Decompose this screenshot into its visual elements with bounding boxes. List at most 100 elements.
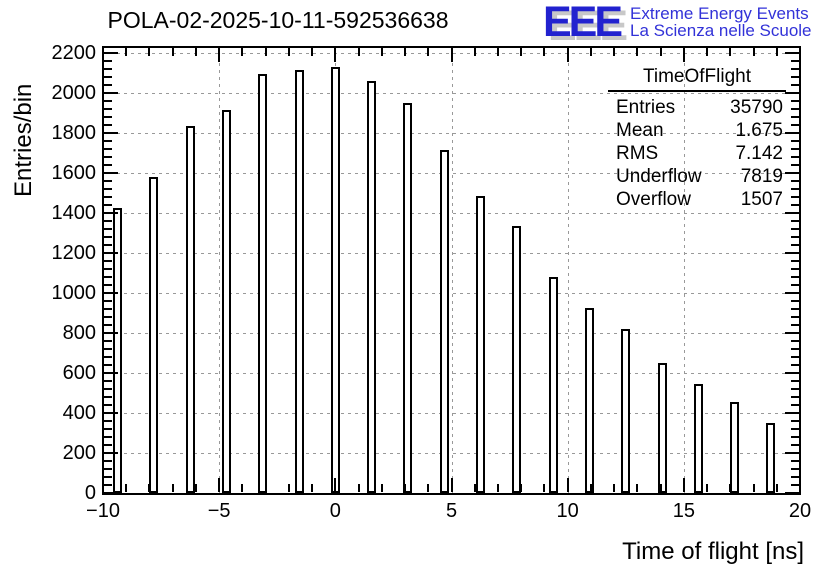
y-axis-tick-mark — [104, 324, 112, 326]
y-axis-tick-mark — [104, 148, 112, 150]
x-axis-tick-mark-top — [613, 48, 616, 56]
y-tick-label: 2000 — [51, 82, 97, 104]
y-axis-tick-mark-right — [791, 388, 799, 390]
x-axis-tick-mark — [334, 478, 337, 492]
x-tick-label: −5 — [207, 500, 231, 522]
y-axis-tick-mark-right — [791, 156, 799, 158]
y-tick-label: 1200 — [51, 242, 97, 264]
y-axis-tick-mark-right — [785, 452, 799, 454]
x-axis-tick-mark — [218, 478, 221, 492]
y-axis-tick-mark — [104, 276, 112, 278]
y-axis-tick-mark-right — [785, 492, 799, 494]
x-axis-tick-mark-top — [589, 48, 592, 56]
x-axis-tick-mark — [171, 484, 174, 492]
x-axis-tick-mark — [659, 484, 662, 492]
x-tick-label: 10 — [556, 500, 579, 522]
x-axis-tick-mark — [496, 484, 499, 492]
y-axis-tick-mark-right — [791, 324, 799, 326]
y-axis-tick-mark — [104, 84, 112, 86]
y-axis-tick-mark-right — [791, 404, 799, 406]
y-axis-tick-mark-right — [785, 252, 799, 254]
y-axis-tick-mark — [104, 196, 112, 198]
y-axis-tick-mark — [104, 332, 118, 334]
y-axis-tick-mark-right — [791, 108, 799, 110]
y-axis-tick-mark — [104, 212, 118, 214]
stats-row: RMS 7.142 — [608, 142, 786, 165]
stat-value: 1.675 — [735, 120, 783, 141]
histogram-bar — [693, 384, 703, 493]
stats-title: TimeOfFlight — [608, 66, 786, 92]
y-axis-tick-mark — [104, 268, 112, 270]
x-axis-tick-mark-top — [729, 48, 732, 56]
x-axis-tick-mark — [682, 478, 685, 492]
y-axis-tick-mark-right — [791, 188, 799, 190]
y-axis-tick-mark-right — [791, 68, 799, 70]
stat-label: Entries — [616, 97, 676, 118]
stat-value: 7819 — [740, 166, 783, 187]
x-axis-tick-mark-top — [404, 48, 407, 56]
y-axis-tick-mark-right — [791, 444, 799, 446]
y-axis-tick-mark — [104, 140, 112, 142]
histogram-bar — [330, 67, 340, 493]
y-axis-tick-mark-right — [791, 428, 799, 430]
y-axis-tick-mark — [104, 484, 112, 486]
stats-row: Entries 35790 — [608, 96, 786, 119]
y-axis-tick-mark — [104, 116, 112, 118]
histogram-bar — [113, 208, 123, 493]
y-axis-tick-mark — [104, 156, 112, 158]
histogram-bar — [621, 329, 631, 493]
y-axis-tick-mark-right — [791, 76, 799, 78]
x-axis-tick-mark-top — [752, 48, 755, 56]
y-axis-tick-mark-right — [791, 380, 799, 382]
stat-value: 35790 — [730, 97, 783, 118]
x-axis-tick-mark — [287, 484, 290, 492]
eee-logo-line2: La Scienza nelle Scuole — [630, 21, 812, 40]
y-tick-label: 2200 — [51, 42, 97, 64]
x-axis-tick-mark — [194, 484, 197, 492]
y-axis-tick-mark-right — [791, 316, 799, 318]
y-axis-tick-mark-right — [785, 412, 799, 414]
y-axis-tick-mark — [104, 476, 112, 478]
x-axis-tick-mark-top — [682, 48, 685, 62]
y-axis-tick-mark-right — [791, 396, 799, 398]
histogram-bar — [766, 423, 776, 493]
y-tick-label: 1000 — [51, 282, 97, 304]
y-axis-tick-mark — [104, 460, 112, 462]
y-axis-tick-mark — [104, 284, 112, 286]
y-axis-tick-mark-right — [791, 340, 799, 342]
x-axis-tick-mark-top — [241, 48, 244, 56]
x-axis-tick-mark — [473, 484, 476, 492]
x-axis-tick-mark — [241, 484, 244, 492]
x-axis-tick-mark — [264, 484, 267, 492]
y-axis-tick-mark-right — [785, 132, 799, 134]
stat-label: Underflow — [616, 166, 702, 187]
y-tick-label: 1800 — [51, 122, 97, 144]
y-axis-tick-mark — [104, 404, 112, 406]
y-axis-tick-mark-right — [791, 164, 799, 166]
stats-box: TimeOfFlight Entries 35790 Mean 1.675 RMS 7.1… — [608, 66, 786, 211]
histogram-bar — [584, 308, 594, 493]
histogram-bar — [657, 363, 667, 493]
y-axis-tick-mark-right — [791, 460, 799, 462]
x-axis-tick-mark-top — [566, 48, 569, 62]
y-axis-tick-mark-right — [785, 372, 799, 374]
histogram-bar — [185, 126, 195, 493]
y-axis-tick-mark — [104, 372, 118, 374]
x-axis-tick-mark — [102, 478, 104, 492]
x-tick-label: 5 — [445, 500, 458, 522]
x-axis-tick-mark — [450, 478, 453, 492]
y-axis-tick-mark — [104, 220, 112, 222]
y-axis-tick-mark — [104, 348, 112, 350]
x-axis-tick-mark-top — [636, 48, 639, 56]
y-axis-tick-mark — [104, 204, 112, 206]
x-axis-title: Time of flight [ns] — [622, 538, 804, 565]
y-axis-tick-mark — [104, 236, 112, 238]
x-axis-tick-mark-top — [496, 48, 499, 56]
y-axis-tick-mark — [104, 452, 118, 454]
x-axis-tick-mark — [706, 484, 709, 492]
y-axis-tick-mark — [104, 180, 112, 182]
y-axis-tick-mark — [104, 260, 112, 262]
y-axis-tick-mark — [104, 340, 112, 342]
y-axis-tick-mark — [104, 412, 118, 414]
histogram-bar — [439, 150, 449, 493]
